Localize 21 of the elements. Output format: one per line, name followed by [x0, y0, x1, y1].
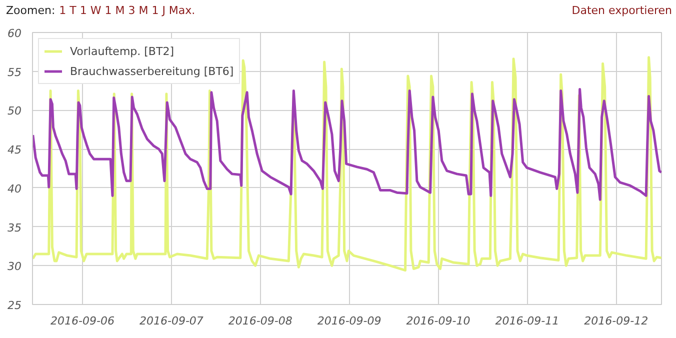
y-tick-label: 55: [8, 66, 22, 79]
y-tick-label: 40: [8, 182, 22, 196]
x-tick-label: 2016-09-11: [495, 314, 560, 328]
x-tick-label: 2016-09-12: [584, 314, 648, 328]
x-tick-label: 2016-09-06: [50, 314, 114, 328]
y-tick-label: 50: [8, 104, 22, 118]
y-tick-label: 60: [8, 27, 22, 40]
x-tick-label: 2016-09-10: [406, 314, 470, 328]
y-tick-label: 45: [8, 144, 22, 157]
line-series: [32, 88, 662, 201]
x-tick-label: 2016-09-09: [317, 314, 382, 328]
y-tick-label: 25: [8, 299, 22, 312]
text: 1 T 1 W 1 M 3 M 1 J Max.: [59, 3, 196, 19]
x-tick-label: 2016-09-08: [228, 314, 292, 328]
x-tick-label: 2016-09-07: [139, 314, 204, 328]
y-tick-label: 35: [8, 221, 22, 234]
y-tick-label: 30: [8, 260, 22, 274]
text: Zoomen:: [6, 3, 56, 19]
legend-label: Vorlauftemp. [BT2]: [70, 44, 174, 58]
legend-label: Brauchwasserbereitung [BT6]: [70, 64, 234, 78]
text: Daten exportieren: [572, 3, 672, 19]
